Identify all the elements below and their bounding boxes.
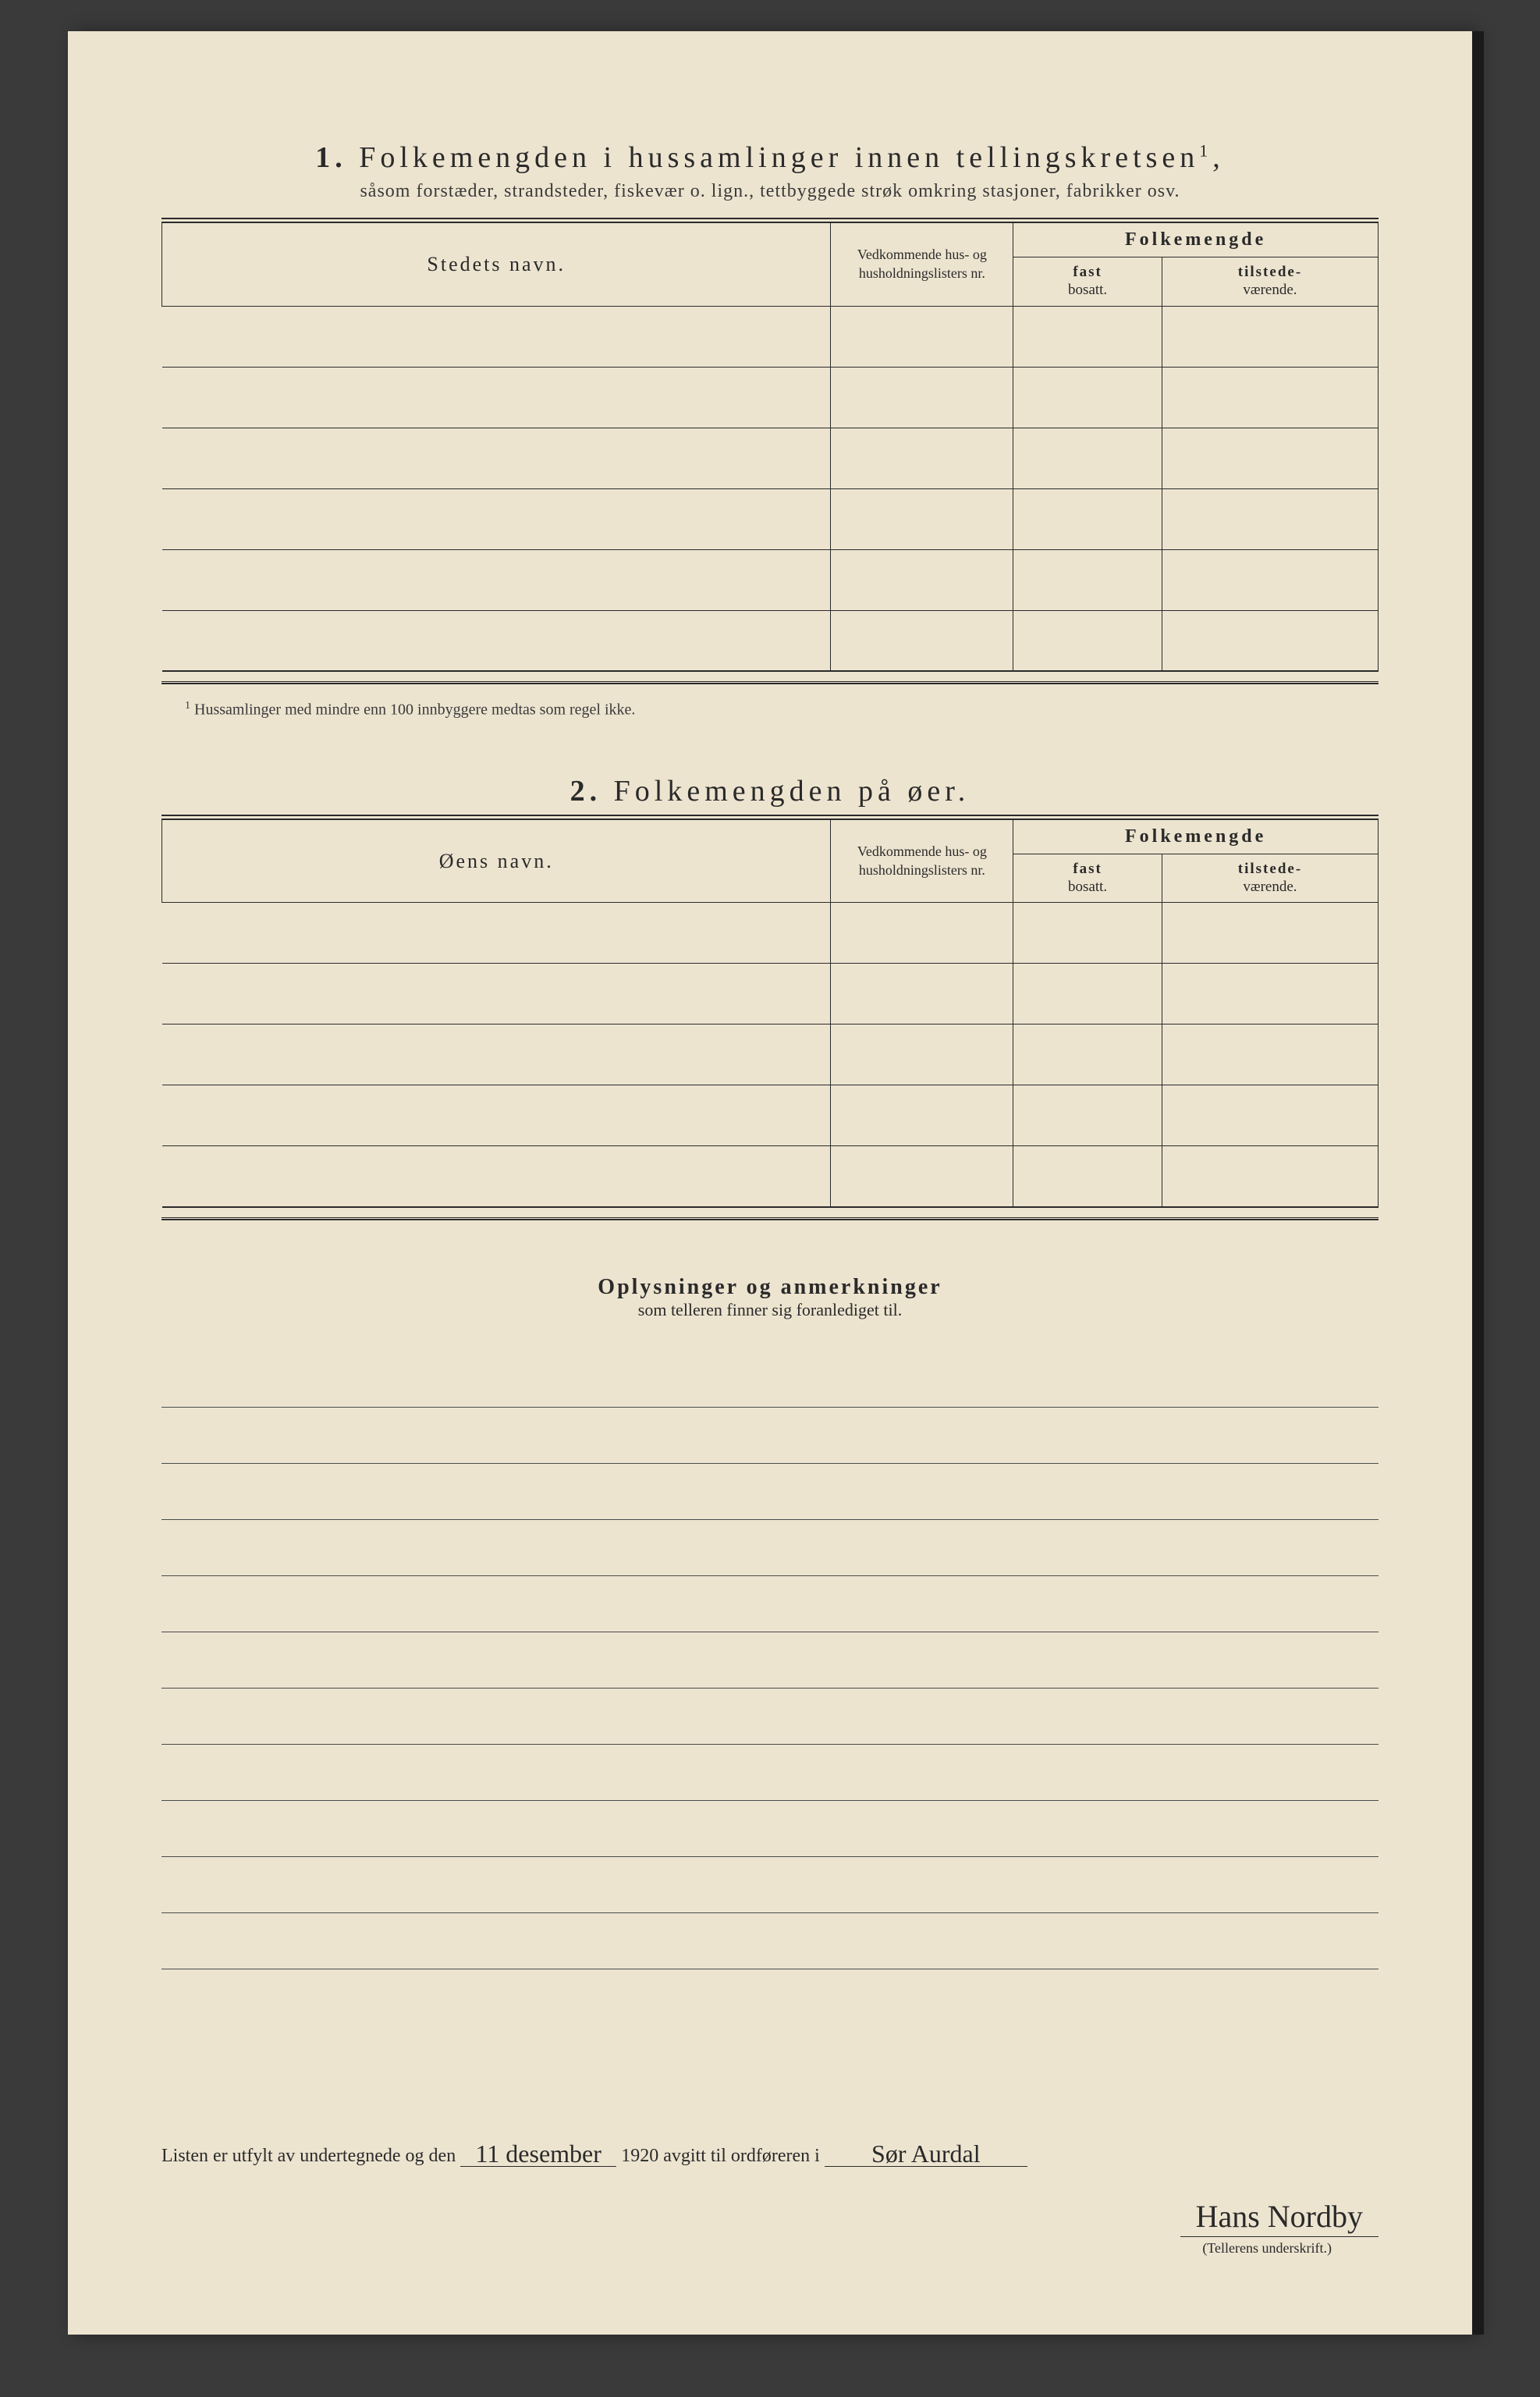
signer-name: Hans Nordby <box>1180 2198 1379 2237</box>
sig-date-handwritten: 11 desember <box>460 2141 616 2167</box>
census-form-page: 1. Folkemengden i hussamlinger innen tel… <box>68 31 1472 2335</box>
table-row <box>162 903 1379 964</box>
remark-line <box>161 1801 1379 1857</box>
remark-line <box>161 1408 1379 1464</box>
section2-table: Øens navn. Vedkommende hus- og husholdni… <box>161 819 1379 1208</box>
remarks-area <box>161 1351 1379 1969</box>
table-row <box>162 964 1379 1024</box>
table-row <box>162 610 1379 671</box>
section2-heading: 2. Folkemengden på øer. <box>161 774 1379 808</box>
table-row <box>162 1146 1379 1207</box>
section2-title: Folkemengden på øer. <box>614 775 970 808</box>
remark-line <box>161 1351 1379 1408</box>
section1-superscript: 1 <box>1199 140 1212 160</box>
table-row <box>162 428 1379 488</box>
section2-bottom-rule <box>161 1217 1379 1220</box>
col-tilstede-2: tilstede- værende. <box>1162 854 1378 903</box>
col-fast: fast bosatt. <box>1013 257 1162 307</box>
section3-title: Oplysninger og anmerkninger <box>161 1275 1379 1300</box>
table-row <box>162 549 1379 610</box>
col-oens-navn: Øens navn. <box>162 819 831 903</box>
remark-line <box>161 1464 1379 1520</box>
col-ref-nr-2: Vedkommende hus- og husholdningslisters … <box>831 819 1013 903</box>
col-folkemengde-2: Folkemengde <box>1013 819 1379 854</box>
section1-subtitle: såsom forstæder, strandsteder, fiskevær … <box>161 181 1379 202</box>
table-row <box>162 306 1379 367</box>
table-row <box>162 1024 1379 1085</box>
table-row <box>162 1085 1379 1146</box>
signer-caption: (Tellerens underskrift.) <box>161 2240 1379 2257</box>
section1-title: Folkemengden i hussamlinger innen tellin… <box>359 141 1199 174</box>
sig-text-mid: avgitt til ordføreren i <box>663 2146 820 2167</box>
remark-line <box>161 1576 1379 1632</box>
sig-place-handwritten: Sør Aurdal <box>825 2141 1027 2167</box>
remark-line <box>161 1632 1379 1689</box>
col-ref-nr: Vedkommende hus- og husholdningslisters … <box>831 223 1013 307</box>
remark-line <box>161 1520 1379 1576</box>
section1-number: 1. <box>315 141 347 174</box>
section1-footnote: 1 Hussamlinger med mindre enn 100 innbyg… <box>185 700 1379 719</box>
col-fast-2: fast bosatt. <box>1013 854 1162 903</box>
table-row <box>162 367 1379 428</box>
col-folkemengde: Folkemengde <box>1013 223 1379 257</box>
signer-line: Hans Nordby <box>161 2198 1379 2237</box>
section2-rows <box>162 903 1379 1207</box>
col-stedets-navn: Stedets navn. <box>162 223 831 307</box>
section1-bottom-rule <box>161 681 1379 684</box>
section1-heading: 1. Folkemengden i hussamlinger innen tel… <box>161 140 1379 175</box>
section2-number: 2. <box>570 775 602 808</box>
remark-line <box>161 1913 1379 1969</box>
remark-line <box>161 1857 1379 1913</box>
section1-rows <box>162 306 1379 671</box>
sig-year: 1920 <box>621 2146 658 2167</box>
remark-line <box>161 1745 1379 1801</box>
remark-line <box>161 1689 1379 1745</box>
section1-table: Stedets navn. Vedkommende hus- og hushol… <box>161 222 1379 672</box>
section3-subtitle: som telleren finner sig foranlediget til… <box>161 1300 1379 1320</box>
table-row <box>162 488 1379 549</box>
signature-line: Listen er utfylt av undertegnede og den … <box>161 2141 1379 2167</box>
sig-text-before: Listen er utfylt av undertegnede og den <box>161 2146 456 2167</box>
col-tilstede: tilstede- værende. <box>1162 257 1378 307</box>
